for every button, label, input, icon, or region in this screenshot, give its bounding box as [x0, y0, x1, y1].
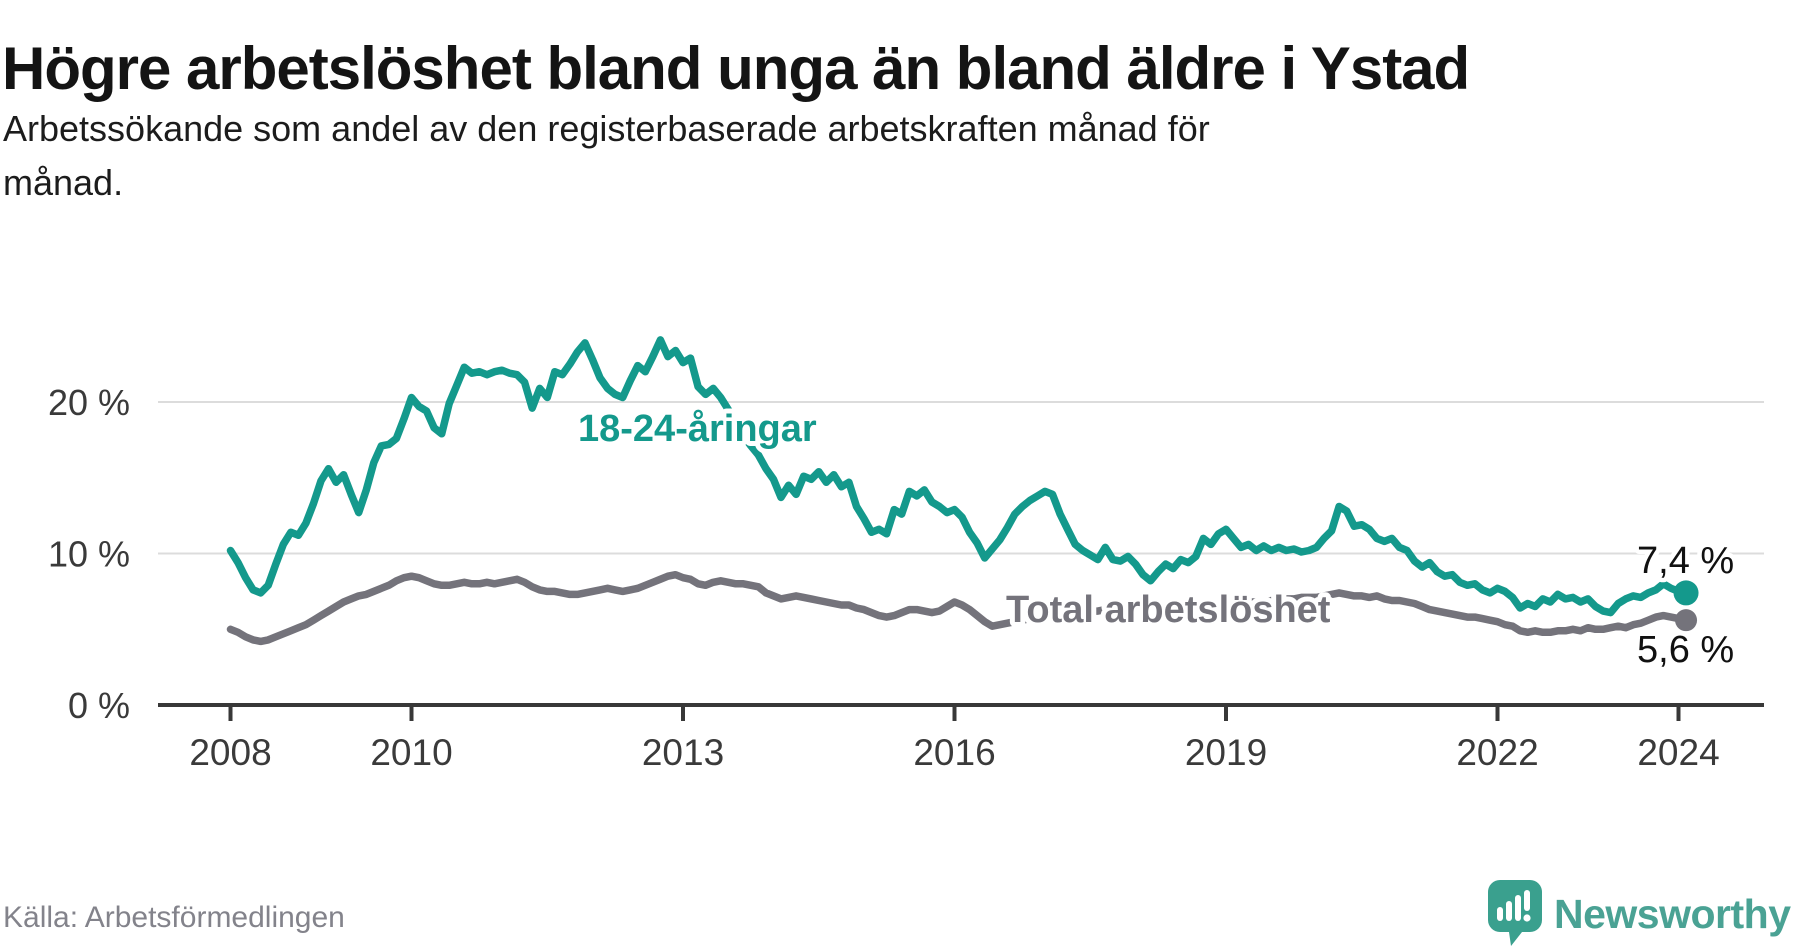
end-dot-young: [1673, 580, 1699, 606]
x-tick-label: 2013: [642, 732, 724, 773]
y-tick-label: 0 %: [68, 685, 130, 726]
series-line-total: [226, 570, 1690, 646]
x-tick-label: 2016: [913, 732, 995, 773]
x-tick-label: 2024: [1637, 732, 1719, 773]
chart-subtitle: Arbetssökande som andel av den registerb…: [3, 102, 1703, 210]
x-tick-label: 2022: [1456, 732, 1538, 773]
x-tick-label: 2008: [189, 732, 271, 773]
y-tick-label: 20 %: [48, 382, 130, 423]
subtitle-line-2: månad.: [3, 162, 124, 203]
source-text: Källa: Arbetsförmedlingen: [3, 901, 345, 934]
x-tick-label: 2019: [1185, 732, 1267, 773]
y-tick-label: 10 %: [48, 534, 130, 575]
series-line-young: [226, 336, 1690, 617]
end-value-label-total: 5,6 %: [1637, 629, 1734, 671]
page-title: Högre arbetslöshet bland unga än bland ä…: [2, 35, 1470, 103]
x-tick-label: 2010: [370, 732, 452, 773]
subtitle-line-1: Arbetssökande som andel av den registerb…: [3, 108, 1210, 149]
end-dot-total: [1675, 609, 1698, 632]
end-value-label-young: 7,4 %: [1637, 540, 1734, 582]
newsworthy-wordmark: Newsworthy: [1554, 890, 1791, 937]
series-label-young: 18-24-åringar: [578, 408, 817, 450]
newsworthy-bubble-icon: [1488, 880, 1542, 946]
newsworthy-logo[interactable]: Newsworthy: [1488, 880, 1791, 948]
unemployment-line-chart: 0 % 10 % 20 % 2008 2010 2013 2016 2019 2022 2024 1…: [48, 336, 1764, 773]
series-label-total: Total arbetslöshet: [1006, 589, 1331, 631]
